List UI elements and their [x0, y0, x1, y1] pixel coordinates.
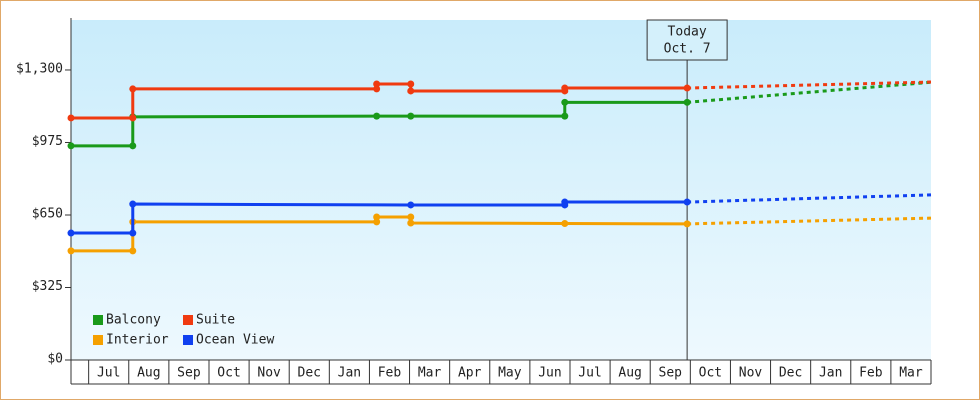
price-point	[373, 80, 381, 88]
price-point	[683, 98, 691, 106]
legend-label: Ocean View	[196, 333, 274, 348]
price-point	[561, 84, 569, 92]
x-tick-label: Dec	[298, 366, 321, 381]
x-tick-label: Aug	[618, 366, 641, 381]
price-point	[407, 80, 415, 88]
price-point	[373, 112, 381, 120]
legend-label: Interior	[106, 333, 169, 348]
price-point	[129, 85, 137, 93]
forecast-line	[686, 80, 932, 104]
price-point	[561, 112, 569, 120]
price-point	[67, 142, 75, 150]
plot-area	[71, 20, 931, 360]
today-label: Oct. 7	[664, 42, 711, 57]
y-tick-label: $1,300	[16, 61, 63, 76]
x-tick-label: Jun	[538, 366, 561, 381]
x-tick-label: Feb	[378, 366, 402, 381]
legend-label: Suite	[196, 313, 235, 328]
x-tick-label: Jan	[338, 366, 361, 381]
price-point	[67, 247, 75, 255]
price-point	[67, 229, 75, 237]
price-point	[67, 114, 75, 122]
price-point	[373, 218, 381, 226]
x-tick-label: Oct	[699, 366, 722, 381]
forecast-line	[687, 80, 932, 90]
price-point	[561, 219, 569, 227]
price-point	[683, 198, 691, 206]
price-point	[407, 219, 415, 227]
today-box	[646, 19, 728, 61]
x-tick-label: May	[498, 366, 522, 381]
x-tick-label: Sep	[177, 366, 201, 381]
x-tick-label: Dec	[779, 366, 802, 381]
legend-label: Balcony	[106, 313, 161, 328]
x-tick-label: Jul	[578, 366, 601, 381]
price-point	[407, 87, 415, 95]
legend-swatch	[183, 315, 193, 325]
x-tick-label: Apr	[458, 366, 482, 381]
price-point	[373, 85, 381, 93]
x-tick-label: Mar	[418, 366, 442, 381]
x-tick-label: Sep	[659, 366, 683, 381]
price-point	[129, 114, 137, 122]
legend-swatch	[93, 315, 103, 325]
y-tick-label: $0	[47, 352, 63, 367]
y-tick-label: $975	[32, 134, 63, 149]
y-tick-label: $325	[32, 279, 63, 294]
price-point	[407, 201, 415, 209]
forecast-line	[687, 193, 932, 204]
x-tick-label: Nov	[257, 366, 281, 381]
price-point	[683, 220, 691, 228]
price-point	[129, 247, 137, 255]
price-point	[683, 84, 691, 92]
x-tick-label: Jan	[819, 366, 842, 381]
legend-swatch	[183, 335, 193, 345]
x-tick-label: Aug	[137, 366, 160, 381]
price-point	[561, 98, 569, 106]
x-tick-label: Nov	[739, 366, 763, 381]
legend-swatch	[93, 335, 103, 345]
x-tick-label: Jul	[97, 366, 120, 381]
price-point	[373, 213, 381, 221]
price-point	[561, 198, 569, 206]
price-point	[129, 229, 137, 237]
forecast-line	[687, 216, 932, 226]
x-tick-label: Feb	[859, 366, 883, 381]
y-tick-label: $650	[32, 206, 63, 221]
x-tick-label: Mar	[899, 366, 923, 381]
price-point	[129, 200, 137, 208]
today-label: Today	[668, 25, 707, 40]
price-point	[407, 112, 415, 120]
price-point	[129, 142, 137, 150]
x-tick-label: Oct	[217, 366, 240, 381]
price-point	[407, 213, 415, 221]
